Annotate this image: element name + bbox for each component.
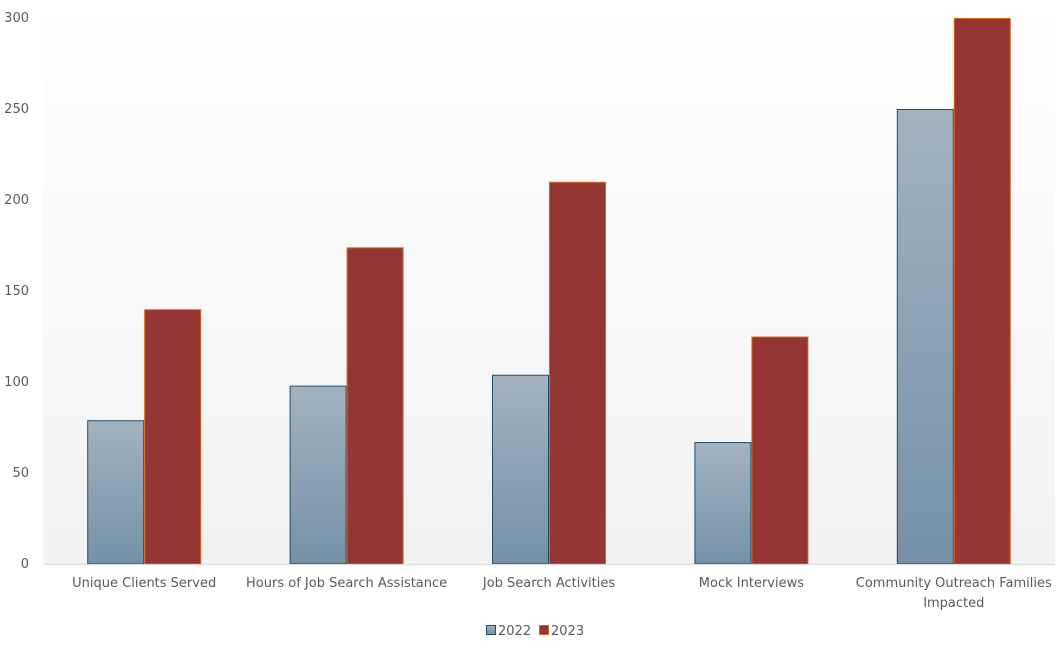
x-tick-label: Community Outreach Families	[856, 576, 1052, 591]
legend-label-2023: 2023	[551, 624, 584, 639]
y-tick-label: 50	[12, 466, 29, 481]
x-axis: Unique Clients Served Hours of Job Search…	[72, 576, 1052, 611]
x-tick-label: Mock Interviews	[699, 576, 804, 591]
x-tick-label: Unique Clients Served	[72, 576, 216, 591]
bar-2022	[694, 442, 752, 565]
y-tick-label: 300	[4, 11, 29, 26]
bar-2023	[549, 181, 606, 565]
bars-group	[87, 18, 1011, 565]
y-tick-label: 150	[4, 284, 29, 299]
y-tick-label: 0	[21, 557, 29, 572]
bar-2023	[346, 247, 404, 565]
bar-2023	[751, 336, 809, 565]
legend: 2022 2023	[486, 624, 584, 639]
legend-swatch-2023	[539, 625, 549, 635]
y-tick-label: 100	[4, 375, 29, 390]
bar-2022	[87, 420, 145, 565]
legend-label-2022: 2022	[498, 624, 531, 639]
legend-swatch-2022	[486, 625, 496, 635]
bar-2022	[492, 374, 549, 565]
x-tick-label: Impacted	[923, 596, 984, 611]
y-tick-label: 250	[4, 102, 29, 117]
bar-2023	[144, 309, 202, 565]
y-axis: 0 50 100 150 200 250 300	[4, 11, 29, 572]
x-tick-label: Hours of Job Search Assistance	[246, 576, 447, 591]
bar-2023	[953, 18, 1011, 565]
bar-2022	[289, 385, 347, 565]
x-tick-label: Job Search Activities	[482, 576, 615, 591]
bar-2022	[896, 109, 954, 565]
y-tick-label: 200	[4, 193, 29, 208]
